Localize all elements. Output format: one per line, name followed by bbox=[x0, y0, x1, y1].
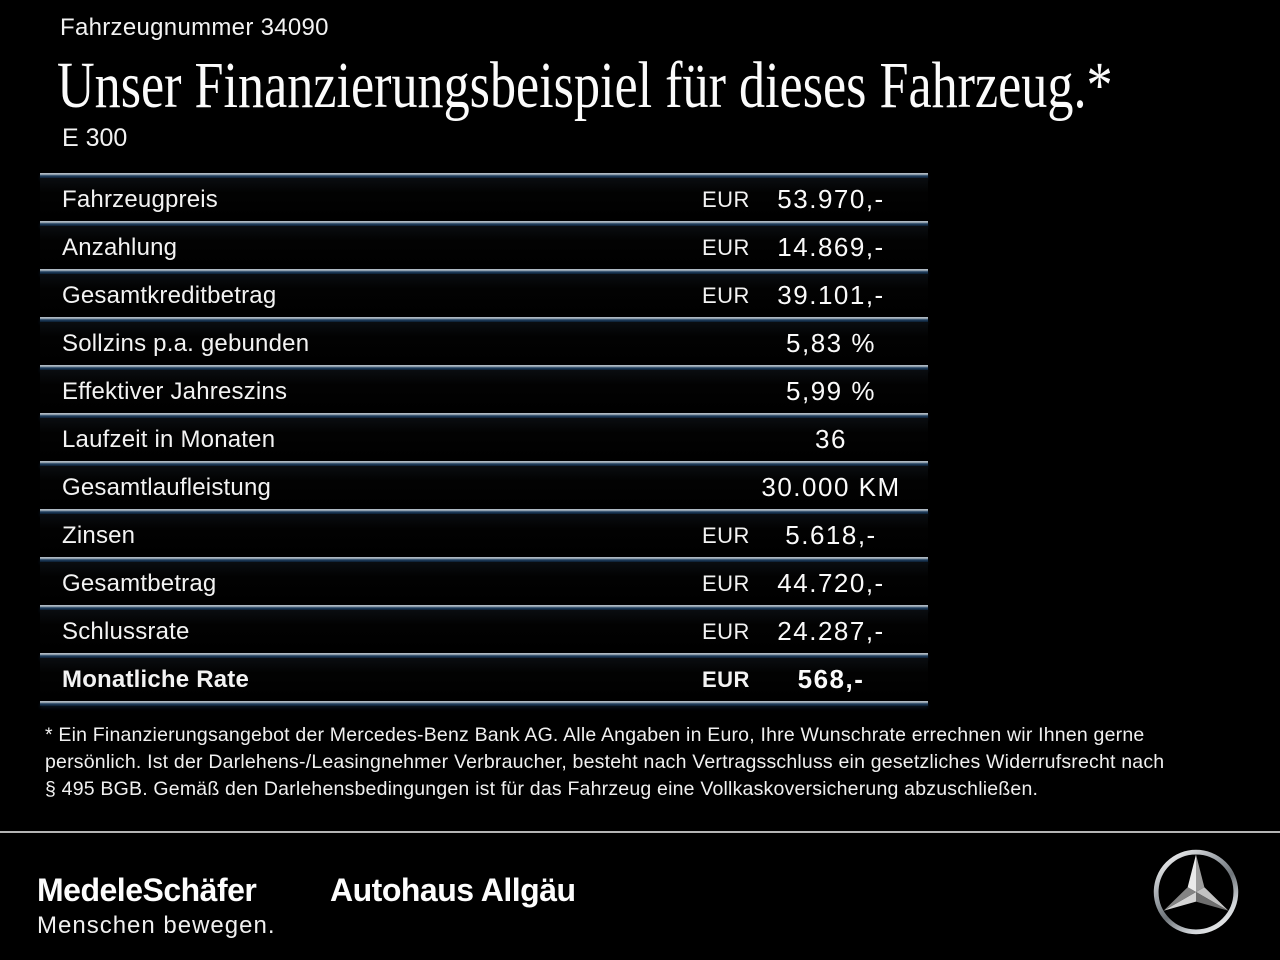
row-value: 36 bbox=[815, 424, 847, 454]
row-value: 5,99 % bbox=[786, 376, 876, 406]
footnote: * Ein Finanzierungsangebot der Mercedes-… bbox=[45, 722, 1255, 803]
row-value: 5.618,- bbox=[785, 520, 877, 550]
row-label: Effektiver Jahreszins bbox=[62, 377, 288, 405]
row-value: 39.101,- bbox=[777, 280, 885, 310]
vehicle-number: Fahrzeugnummer 34090 bbox=[60, 14, 329, 41]
row-value: 568,- bbox=[797, 664, 865, 694]
row-currency: EUR bbox=[702, 618, 750, 644]
row-label: Gesamtlaufleistung bbox=[62, 473, 272, 501]
row-label: Sollzins p.a. gebunden bbox=[62, 329, 310, 357]
row-separator bbox=[40, 269, 928, 274]
row-value: 30.000 KM bbox=[761, 472, 901, 502]
row-separator bbox=[40, 365, 928, 370]
dealer-tagline: Menschen bewegen. bbox=[37, 912, 276, 939]
table-row: Zinsen EUR 5.618,- bbox=[40, 514, 928, 557]
table-row: Anzahlung EUR 14.869,- bbox=[40, 226, 928, 269]
dealer-logo: MedeleSchäfer bbox=[37, 872, 257, 908]
row-currency: EUR bbox=[702, 570, 750, 596]
row-currency: EUR bbox=[702, 234, 750, 260]
table-row: Monatliche Rate EUR 568,- bbox=[40, 658, 928, 701]
row-label: Monatliche Rate bbox=[62, 665, 250, 693]
table-row: Gesamtlaufleistung 30.000 KM bbox=[40, 466, 928, 509]
row-separator bbox=[40, 701, 928, 706]
footnote-line: * Ein Finanzierungsangebot der Mercedes-… bbox=[45, 724, 1145, 746]
row-label: Gesamtbetrag bbox=[62, 569, 217, 597]
table-row: Effektiver Jahreszins 5,99 % bbox=[40, 370, 928, 413]
table-row: Sollzins p.a. gebunden 5,83 % bbox=[40, 322, 928, 365]
dealer-secondary-logo: Autohaus Allgäu bbox=[330, 872, 576, 908]
row-currency: EUR bbox=[702, 282, 750, 308]
row-currency: EUR bbox=[702, 666, 750, 692]
row-separator bbox=[40, 173, 928, 178]
row-separator bbox=[40, 557, 928, 562]
row-separator bbox=[40, 221, 928, 226]
model-name: E 300 bbox=[62, 124, 128, 152]
table-row: Gesamtbetrag EUR 44.720,- bbox=[40, 562, 928, 605]
footnote-line: § 495 BGB. Gemäß den Darlehensbedingunge… bbox=[45, 778, 1039, 800]
row-value: 24.287,- bbox=[777, 616, 885, 646]
footer-divider bbox=[0, 831, 1280, 833]
table-row: Fahrzeugpreis EUR 53.970,- bbox=[40, 178, 928, 221]
row-label: Fahrzeugpreis bbox=[62, 185, 219, 213]
table-row: Schlussrate EUR 24.287,- bbox=[40, 610, 928, 653]
row-label: Schlussrate bbox=[62, 617, 190, 645]
row-label: Anzahlung bbox=[62, 233, 178, 261]
row-value: 14.869,- bbox=[777, 232, 885, 262]
row-currency: EUR bbox=[702, 522, 750, 548]
table-row: Laufzeit in Monaten 36 bbox=[40, 418, 928, 461]
page-title: Unser Finanzierungsbeispiel für dieses F… bbox=[57, 49, 1113, 122]
row-value: 53.970,- bbox=[777, 184, 885, 214]
financing-table: Fahrzeugpreis EUR 53.970,- Anzahlung EUR 14.8… bbox=[40, 173, 928, 706]
row-label: Gesamtkreditbetrag bbox=[62, 281, 277, 309]
row-separator bbox=[40, 509, 928, 514]
row-separator bbox=[40, 653, 928, 658]
row-label: Zinsen bbox=[62, 521, 136, 549]
row-separator bbox=[40, 413, 928, 418]
row-value: 5,83 % bbox=[786, 328, 876, 358]
row-separator bbox=[40, 461, 928, 466]
table-row: Gesamtkreditbetrag EUR 39.101,- bbox=[40, 274, 928, 317]
row-value: 44.720,- bbox=[777, 568, 885, 598]
row-separator bbox=[40, 605, 928, 610]
mercedes-star-icon bbox=[1153, 849, 1239, 935]
row-separator bbox=[40, 317, 928, 322]
footnote-line: persönlich. Ist der Darlehens-/Leasingne… bbox=[45, 751, 1165, 773]
row-label: Laufzeit in Monaten bbox=[62, 425, 276, 453]
row-currency: EUR bbox=[702, 186, 750, 212]
